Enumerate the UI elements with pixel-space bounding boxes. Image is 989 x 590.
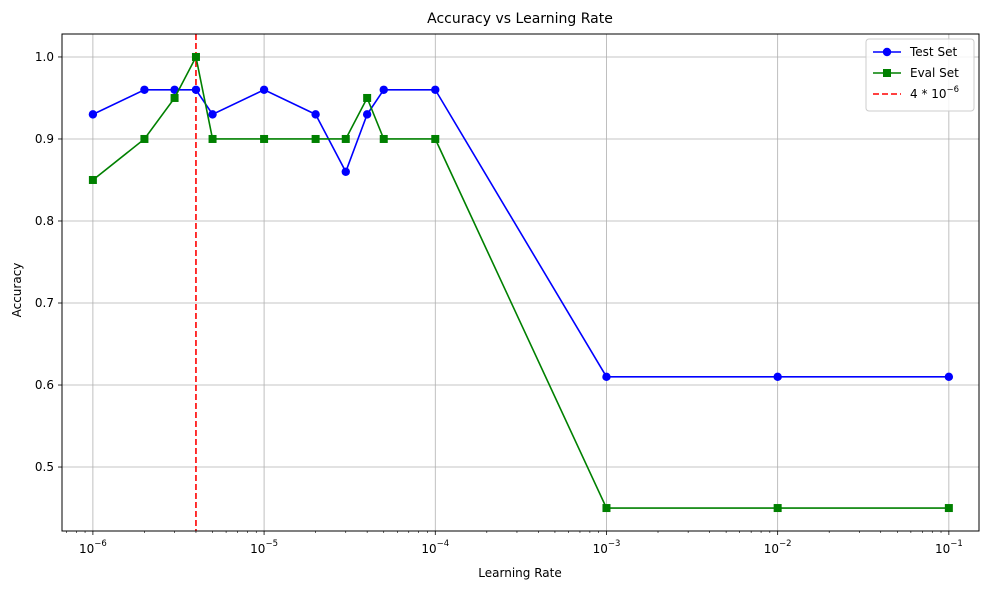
data-point <box>944 372 954 382</box>
series-line <box>92 88 949 378</box>
legend: Test Set Eval Set 4 * 10−6 <box>865 38 975 112</box>
data-point <box>140 85 149 94</box>
y-axis-ticks: 0.5 0.6 0.7 0.8 0.9 1.0 <box>35 50 62 474</box>
x-tick-label: 10−2 <box>764 539 792 556</box>
data-point <box>259 85 269 94</box>
data-point <box>362 110 372 119</box>
series-eval-set <box>88 52 953 513</box>
data-point <box>341 167 350 176</box>
data-point <box>208 134 217 143</box>
data-point <box>170 93 179 102</box>
data-point <box>260 134 269 143</box>
x-tick-exponent: −3 <box>608 539 621 549</box>
y-tick-label: 0.9 <box>35 132 54 146</box>
data-point <box>170 85 179 94</box>
y-tick-label: 0.5 <box>35 460 54 474</box>
legend-label-base: 4 * 10 <box>910 87 947 101</box>
grid <box>62 34 979 531</box>
data-point <box>602 504 611 513</box>
y-tick-label: 0.7 <box>35 296 54 310</box>
x-tick-label: 10−5 <box>250 539 278 556</box>
data-point <box>88 175 97 184</box>
x-tick-exponent: −5 <box>265 539 278 549</box>
x-axis-ticks: 10−6 10−5 10−4 10−3 10−2 10−1 <box>66 531 963 556</box>
x-tick-exponent: −4 <box>437 539 450 549</box>
x-tick-label: 10−1 <box>935 539 963 556</box>
series-line <box>92 54 949 509</box>
legend-label-exponent: −6 <box>947 85 960 95</box>
data-point <box>88 110 98 119</box>
y-tick-label: 1.0 <box>35 50 54 64</box>
y-tick-label: 0.8 <box>35 214 54 228</box>
data-point <box>431 85 440 94</box>
x-tick-label: 10−3 <box>593 539 621 556</box>
data-point <box>191 52 200 61</box>
data-point <box>602 372 611 382</box>
data-point <box>311 110 320 119</box>
series-layer <box>88 52 954 513</box>
x-tick-exponent: −2 <box>779 539 792 549</box>
data-point <box>191 85 201 94</box>
data-point <box>773 372 782 382</box>
y-tick-label: 0.6 <box>35 378 54 392</box>
x-tick-exponent: −1 <box>950 539 963 549</box>
data-point <box>208 110 217 119</box>
x-tick-label: 10−4 <box>421 539 449 556</box>
data-point <box>341 134 350 143</box>
x-axis-label: Learning Rate <box>478 566 561 580</box>
x-tick-label: 10−6 <box>79 539 107 556</box>
legend-label: Eval Set <box>910 66 959 80</box>
data-point <box>379 85 388 94</box>
data-point <box>311 134 320 143</box>
plot-frame <box>61 33 980 532</box>
legend-label: 4 * 10−6 <box>910 85 959 101</box>
series-test-set <box>88 85 954 382</box>
data-point <box>140 134 149 143</box>
chart-title: Accuracy vs Learning Rate <box>427 11 613 27</box>
data-point <box>379 134 388 143</box>
legend-marker <box>883 69 891 77</box>
data-point <box>431 134 440 143</box>
data-point <box>363 93 372 102</box>
y-axis-label: Accuracy <box>10 263 24 318</box>
legend-label: Test Set <box>909 45 957 59</box>
data-point <box>944 504 953 513</box>
legend-marker <box>882 47 892 57</box>
x-tick-exponent: −6 <box>94 539 107 549</box>
data-point <box>773 504 782 513</box>
legend-box <box>865 38 975 112</box>
